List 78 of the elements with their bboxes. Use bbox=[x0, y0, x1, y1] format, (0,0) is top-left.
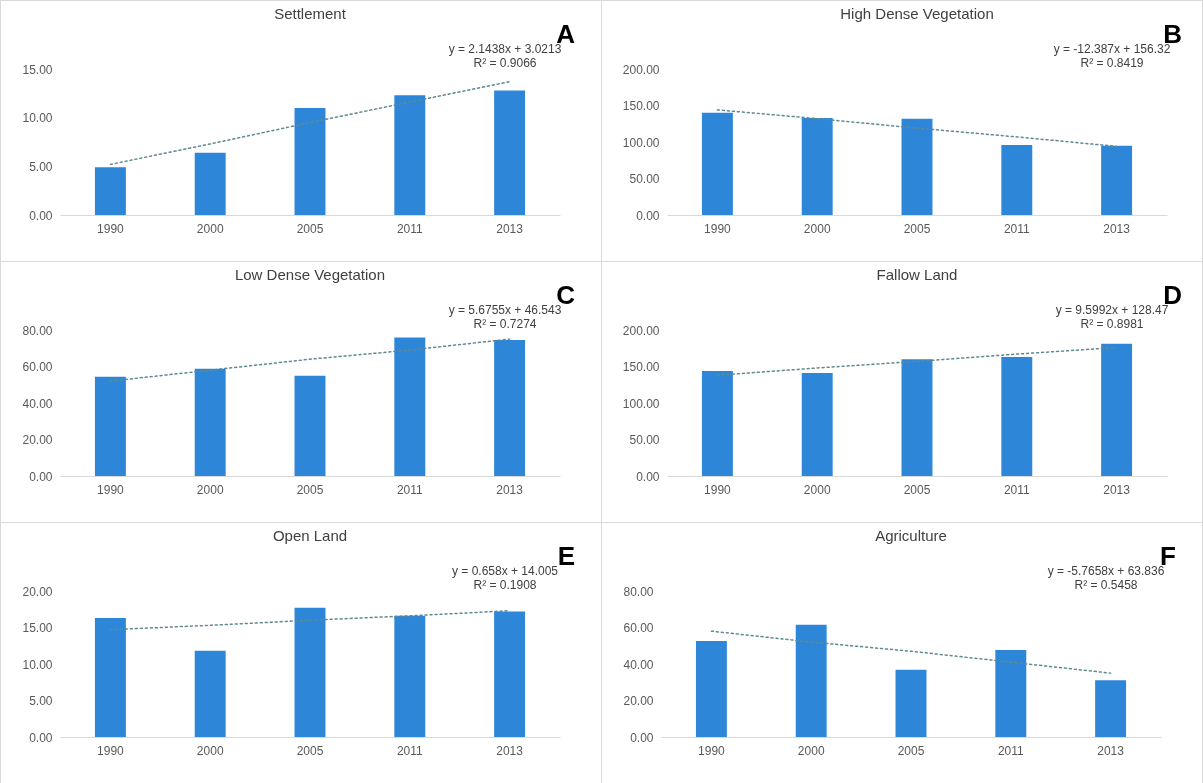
y-tick-label: 15.00 bbox=[22, 621, 53, 635]
x-tick-label: 2011 bbox=[1003, 482, 1031, 497]
y-tick-label: 40.00 bbox=[22, 396, 53, 411]
chart-title: Fallow Land bbox=[876, 266, 958, 283]
text: y = 0.658x + 14.005 bbox=[451, 564, 559, 578]
y-tick-label: 20.00 bbox=[22, 433, 53, 447]
chart-title: Agriculture bbox=[875, 527, 947, 544]
x-tick-label: 2000 bbox=[803, 482, 831, 497]
y-tick-label: 10.00 bbox=[22, 657, 53, 672]
y-tick-label: 80.00 bbox=[22, 323, 53, 338]
y-tick-label: 0.00 bbox=[636, 208, 660, 223]
annotation: R² = 0.5458 bbox=[1074, 578, 1138, 592]
x-tick-label: 1990 bbox=[97, 743, 125, 758]
x-tick-label: 2000 bbox=[803, 221, 831, 236]
text: y = 5.6755x + 46.543 bbox=[448, 303, 562, 317]
y-tick-label: 50.00 bbox=[629, 172, 660, 186]
y-tick-label: 0.00 bbox=[29, 469, 53, 484]
x-tick-label: 2011 bbox=[396, 743, 424, 758]
y-tick-label: 10.00 bbox=[22, 111, 53, 126]
y-tick-label: 50.00 bbox=[629, 433, 660, 447]
x-tick-label: 2000 bbox=[196, 743, 224, 758]
x-tick-label: 2013 bbox=[1103, 221, 1131, 236]
x-tick-label: 2013 bbox=[1103, 482, 1131, 497]
y-tick-label: 20.00 bbox=[22, 584, 53, 599]
y-tick-label: 5.00 bbox=[29, 159, 53, 174]
chart-title: Low Dense Vegetation bbox=[234, 266, 386, 283]
x-tick-label: 2000 bbox=[797, 743, 825, 758]
x-tick-label: 1990 bbox=[97, 482, 125, 497]
y-tick-label: 0.00 bbox=[29, 730, 53, 745]
x-tick-label: 2005 bbox=[296, 743, 324, 758]
y-tick-label: 100.00 bbox=[622, 396, 660, 411]
x-tick-label: 2000 bbox=[196, 221, 224, 236]
x-tick-label: 2011 bbox=[1003, 221, 1031, 236]
x-tick-label: 2005 bbox=[296, 221, 324, 236]
y-tick-label: 20.00 bbox=[623, 694, 654, 708]
y-tick-label: 100.00 bbox=[622, 135, 660, 150]
x-tick-label: 2005 bbox=[903, 482, 931, 497]
x-tick-label: 2005 bbox=[296, 482, 324, 497]
x-tick-label: 2011 bbox=[396, 221, 424, 236]
y-tick-label: 60.00 bbox=[22, 360, 53, 374]
annotation: R² = 0.8981 bbox=[1080, 317, 1144, 331]
y-tick-label: 200.00 bbox=[622, 323, 660, 338]
annotation: R² = 0.8419 bbox=[1080, 56, 1144, 70]
y-tick-label: 150.00 bbox=[622, 99, 660, 113]
y-tick-label: 0.00 bbox=[636, 469, 660, 484]
y-tick-label: 200.00 bbox=[622, 62, 660, 77]
chart-title: Settlement bbox=[274, 5, 347, 22]
y-tick-label: 0.00 bbox=[29, 208, 53, 223]
y-tick-label: 60.00 bbox=[623, 621, 654, 635]
x-tick-label: 2013 bbox=[1097, 743, 1125, 758]
x-tick-label: 2005 bbox=[897, 743, 925, 758]
y-tick-label: 80.00 bbox=[623, 584, 654, 599]
text: y = 2.1438x + 3.0213 bbox=[448, 42, 562, 56]
x-tick-label: 2013 bbox=[496, 743, 524, 758]
y-tick-label: 150.00 bbox=[622, 360, 660, 374]
y-tick-label: 40.00 bbox=[623, 657, 654, 672]
text: E bbox=[557, 541, 575, 571]
annotation: R² = 0.7274 bbox=[473, 317, 537, 331]
annotation: R² = 0.1908 bbox=[473, 578, 537, 592]
x-tick-label: 2000 bbox=[196, 482, 224, 497]
y-tick-label: 0.00 bbox=[630, 730, 654, 745]
x-tick-label: 1990 bbox=[704, 482, 732, 497]
text: y = -12.387x + 156.32 bbox=[1053, 42, 1171, 56]
text: y = -5.7658x + 63.836 bbox=[1047, 564, 1165, 578]
annotation: R² = 0.9066 bbox=[473, 56, 537, 70]
x-tick-label: 2013 bbox=[496, 482, 524, 497]
chart-title: High Dense Vegetation bbox=[840, 5, 994, 22]
chart-title: Open Land bbox=[272, 527, 348, 544]
y-tick-label: 15.00 bbox=[22, 62, 53, 77]
x-tick-label: 2011 bbox=[396, 482, 424, 497]
text: y = 9.5992x + 128.47 bbox=[1055, 303, 1169, 317]
x-tick-label: 2013 bbox=[496, 221, 524, 236]
x-tick-label: 1990 bbox=[97, 221, 125, 236]
x-tick-label: 1990 bbox=[704, 221, 732, 236]
x-tick-label: 2005 bbox=[903, 221, 931, 236]
x-tick-label: 2011 bbox=[997, 743, 1025, 758]
y-tick-label: 5.00 bbox=[29, 694, 53, 708]
x-tick-label: 1990 bbox=[698, 743, 726, 758]
